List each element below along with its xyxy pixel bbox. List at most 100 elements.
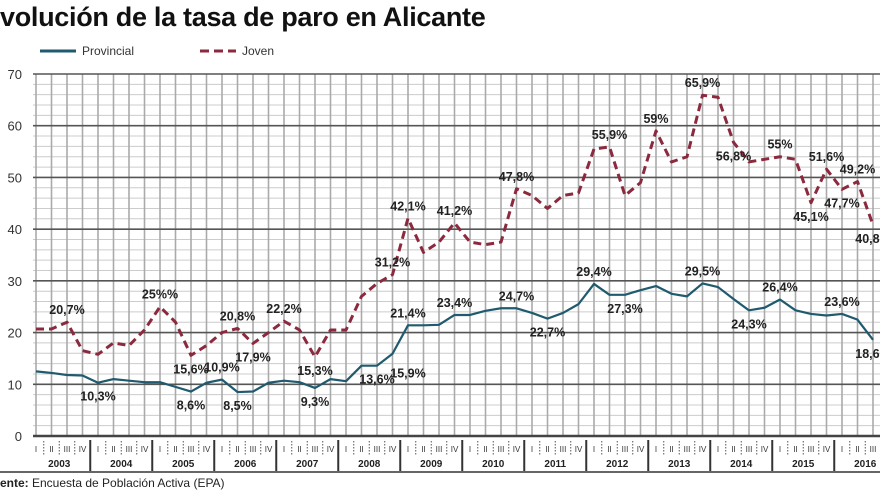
data-label: 55% [767, 138, 792, 152]
quarter-tick-label: IV [79, 445, 87, 454]
quarter-tick-label: II [607, 445, 611, 454]
quarter-tick-label: IV [141, 445, 149, 454]
quarter-tick-label: I [593, 445, 595, 454]
data-label: 65,9% [685, 76, 720, 90]
source-note: ente: Encuesta de Población Activa (EPA) [0, 476, 225, 490]
y-tick-label: 20 [8, 326, 22, 341]
data-label: 27,3% [607, 302, 642, 316]
data-label: 22,2% [266, 302, 301, 316]
quarter-tick-label: II [669, 445, 673, 454]
data-label: 24,7% [499, 289, 534, 303]
year-label: 2012 [606, 459, 629, 470]
quarter-tick-label: IV [513, 445, 521, 454]
data-label: 21,4% [390, 306, 425, 320]
quarter-tick-label: III [808, 445, 815, 454]
y-tick-label: 50 [8, 170, 22, 185]
data-label: 15,6% [173, 362, 208, 376]
quarter-tick-label: I [469, 445, 471, 454]
year-label: 2006 [234, 459, 257, 470]
y-tick-label: 0 [15, 429, 22, 444]
quarter-tick-label: I [159, 445, 161, 454]
year-label: 2008 [358, 459, 381, 470]
data-label: 55,9% [592, 128, 627, 142]
data-label: 23,6% [824, 295, 859, 309]
data-label: 23,4% [437, 296, 472, 310]
y-tick-label: 70 [8, 67, 22, 82]
quarter-tick-label: IV [699, 445, 707, 454]
y-tick-label: 10 [8, 377, 22, 392]
year-label: 2007 [296, 459, 319, 470]
quarter-tick-label: II [173, 445, 177, 454]
year-label: 2003 [48, 459, 71, 470]
year-label: 2004 [110, 459, 133, 470]
quarter-tick-label: I [717, 445, 719, 454]
quarter-tick-label: II [483, 445, 487, 454]
data-label: 56,8% [716, 149, 751, 163]
data-label: 20,7% [49, 303, 84, 317]
quarter-tick-label: III [436, 445, 443, 454]
data-label: 8,6% [177, 399, 206, 413]
quarter-tick-label: III [126, 445, 133, 454]
data-label: 26,4% [762, 280, 797, 294]
quarter-tick-label: III [870, 445, 877, 454]
data-label: 13,6% [359, 373, 394, 387]
y-tick-label: 40 [8, 222, 22, 237]
data-label: 25%% [142, 288, 178, 302]
quarter-tick-label: IV [451, 445, 459, 454]
year-label: 2010 [482, 459, 505, 470]
chart-title: volución de la tasa de paro en Alicante [0, 2, 486, 32]
data-label: 18,6% [855, 347, 880, 361]
data-label: 45,1% [793, 210, 828, 224]
data-label: 10,3% [80, 390, 115, 404]
quarter-tick-label: I [407, 445, 409, 454]
quarter-tick-label: II [235, 445, 239, 454]
quarter-tick-label: I [841, 445, 843, 454]
quarter-tick-label: III [64, 445, 71, 454]
quarter-tick-label: III [312, 445, 319, 454]
quarter-tick-label: II [545, 445, 549, 454]
quarter-tick-label: III [374, 445, 381, 454]
year-label: 2014 [730, 459, 753, 470]
year-label: 2013 [668, 459, 691, 470]
legend-label: Provincial [82, 44, 134, 58]
quarter-tick-label: IV [327, 445, 335, 454]
data-label: 17,9% [235, 350, 270, 364]
data-label: 47,8% [499, 170, 534, 184]
data-label: 31,2% [375, 256, 410, 270]
quarter-tick-label: III [746, 445, 753, 454]
quarter-tick-label: I [779, 445, 781, 454]
quarter-tick-label: I [221, 445, 223, 454]
y-tick-label: 60 [8, 119, 22, 134]
source-text: Encuesta de Población Activa (EPA) [28, 476, 225, 490]
quarter-tick-label: II [359, 445, 363, 454]
year-label: 2016 [854, 459, 877, 470]
quarter-tick-label: IV [203, 445, 211, 454]
quarter-tick-label: II [49, 445, 53, 454]
data-label: 15,9% [390, 366, 425, 380]
quarter-tick-label: II [111, 445, 115, 454]
data-label: 40,8% [855, 232, 880, 246]
data-label: 15,3% [297, 364, 332, 378]
data-label: 20,8% [220, 309, 255, 323]
quarter-tick-label: II [793, 445, 797, 454]
quarter-tick-label: IV [575, 445, 583, 454]
data-label: 9,3% [301, 395, 330, 409]
series-line-joven [36, 93, 875, 359]
quarter-tick-label: III [188, 445, 195, 454]
year-label: 2005 [172, 459, 195, 470]
quarter-tick-label: I [97, 445, 99, 454]
quarter-tick-label: I [655, 445, 657, 454]
data-label: 24,3% [731, 317, 766, 331]
data-label: 8,5% [223, 399, 252, 413]
quarter-tick-label: III [560, 445, 567, 454]
data-label: 59% [643, 112, 668, 126]
quarter-tick-label: II [731, 445, 735, 454]
year-label: 2009 [420, 459, 443, 470]
legend-label: Joven [242, 44, 274, 58]
quarter-tick-label: III [684, 445, 691, 454]
quarter-tick-label: III [250, 445, 257, 454]
data-label: 10,9% [204, 361, 239, 375]
quarter-tick-label: IV [637, 445, 645, 454]
quarter-tick-label: III [498, 445, 505, 454]
